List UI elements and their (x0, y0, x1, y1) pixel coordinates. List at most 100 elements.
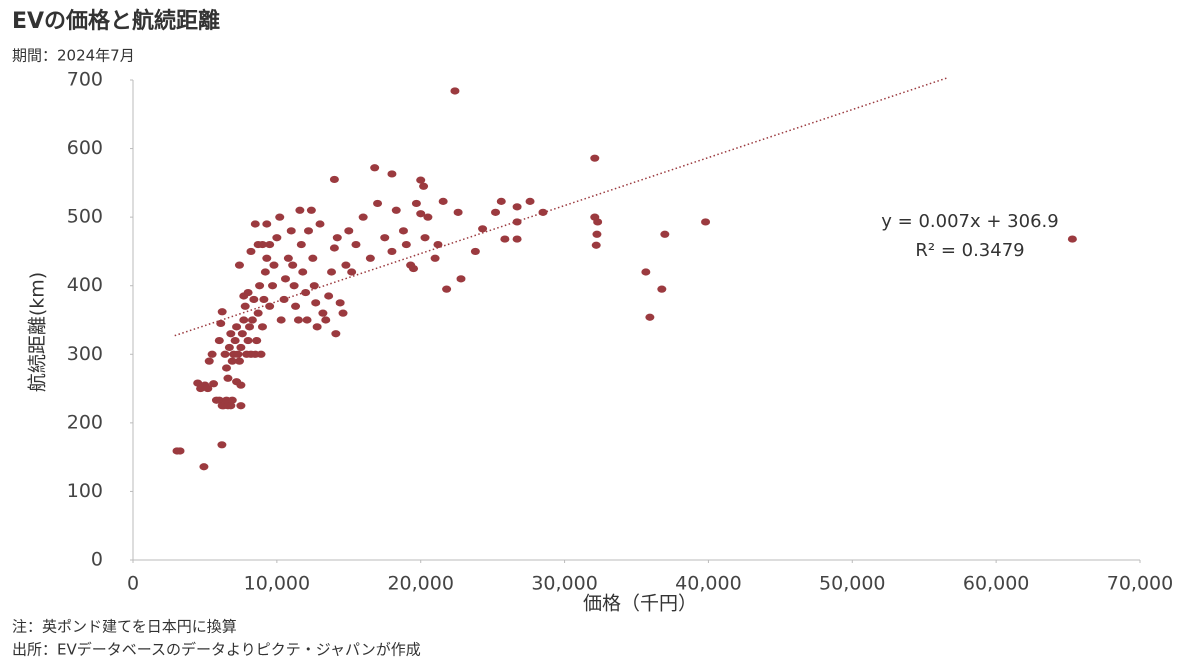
point (247, 316, 257, 324)
point (512, 218, 522, 226)
point (289, 282, 299, 290)
point (236, 343, 246, 352)
point (246, 247, 256, 256)
point (347, 268, 357, 276)
y-tick-label: 500 (67, 206, 103, 228)
point (641, 268, 651, 276)
point (272, 234, 282, 242)
point (275, 213, 285, 221)
y-tick-label: 600 (67, 137, 103, 159)
point (351, 240, 361, 249)
point (308, 254, 318, 262)
point (252, 336, 262, 345)
point (304, 227, 314, 235)
point (453, 208, 463, 216)
point (265, 302, 275, 310)
point (591, 241, 601, 249)
point (257, 323, 267, 331)
point (370, 164, 380, 172)
point (318, 309, 328, 317)
point (456, 275, 466, 283)
point (232, 323, 242, 331)
point (203, 384, 213, 393)
point (262, 254, 272, 262)
point (442, 285, 452, 293)
trend-r2: R² = 0.3479 (915, 240, 1024, 261)
point (496, 197, 506, 205)
point (302, 316, 312, 324)
point (329, 175, 339, 184)
point (296, 240, 306, 249)
point (243, 288, 253, 297)
point (234, 357, 244, 365)
point (222, 364, 232, 372)
point (387, 170, 397, 178)
note: 注：英ポンド建てを日本円に換算 (12, 618, 237, 636)
point (430, 254, 440, 262)
point (226, 402, 236, 410)
point (391, 206, 401, 214)
point (233, 350, 243, 358)
point (380, 234, 390, 242)
point (265, 240, 275, 249)
point (288, 261, 298, 269)
y-axis-label: 航続距離(km) (27, 272, 49, 392)
point (411, 199, 421, 208)
point (327, 268, 337, 276)
point (423, 213, 433, 221)
point (291, 302, 301, 310)
point (199, 463, 209, 471)
point (525, 197, 535, 205)
point (217, 308, 227, 316)
point (223, 374, 233, 382)
point (416, 210, 426, 218)
trend-line (174, 77, 948, 337)
point (298, 268, 308, 276)
point (295, 206, 305, 214)
point (419, 182, 429, 190)
point (335, 299, 345, 307)
y-tick-label: 700 (67, 69, 103, 91)
note: 出所：EVデータベースのデータよりピクテ・ジャパンが作成 (12, 641, 421, 659)
point (245, 323, 255, 331)
point (283, 254, 293, 262)
point (416, 176, 426, 184)
point (276, 316, 286, 324)
y-tick-label: 100 (67, 480, 103, 502)
point (250, 220, 260, 228)
point (214, 396, 224, 404)
point (512, 235, 522, 243)
point (255, 282, 265, 290)
trend-equation: y = 0.007x + 306.9 (881, 211, 1058, 232)
point (268, 282, 278, 290)
point (237, 330, 247, 338)
point (220, 350, 230, 358)
point (234, 261, 244, 269)
point (207, 350, 217, 358)
point (216, 319, 226, 328)
x-axis-label: 価格（千円） (583, 593, 697, 615)
point (338, 309, 348, 317)
point (257, 240, 267, 249)
point (409, 264, 419, 273)
point (373, 199, 383, 208)
point (279, 295, 289, 304)
point (315, 220, 325, 228)
point (645, 313, 655, 321)
point (193, 379, 203, 387)
point (321, 316, 331, 324)
x-tick-label: 50,000 (819, 573, 885, 595)
point (450, 87, 460, 95)
point (227, 396, 237, 404)
subtitle: 期間：2024年7月 (12, 47, 135, 65)
point (358, 213, 368, 221)
x-tick-label: 0 (127, 573, 139, 595)
point (590, 154, 600, 162)
point (240, 302, 250, 310)
point (269, 261, 279, 269)
point (592, 230, 602, 238)
point (209, 380, 219, 388)
y-tick-label: 300 (67, 343, 103, 365)
